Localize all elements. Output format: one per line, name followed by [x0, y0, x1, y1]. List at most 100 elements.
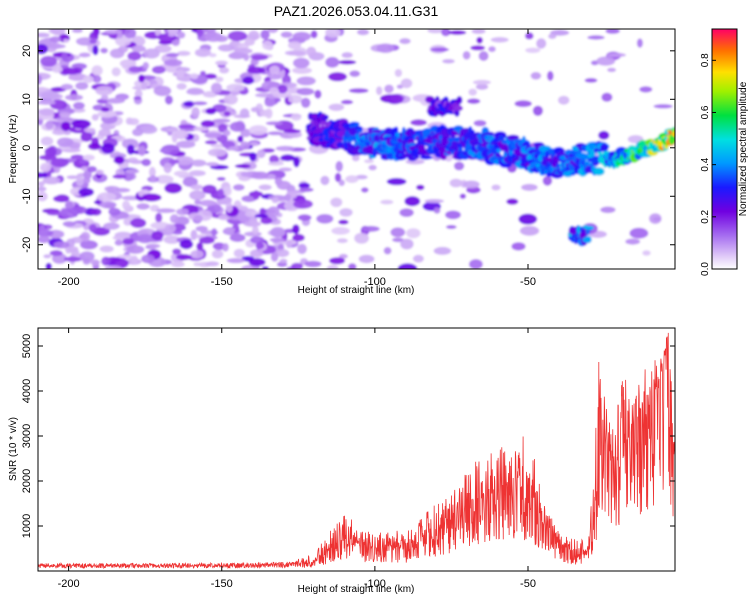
heatmap-speckle — [265, 108, 273, 119]
heatmap-speckle — [215, 35, 229, 43]
heatmap-ridge-blob — [447, 137, 455, 143]
heatmap-speckle — [139, 125, 158, 134]
heatmap-speckle — [42, 176, 61, 185]
heatmap-speckle — [252, 190, 260, 200]
heatmap-speckle — [92, 75, 102, 83]
heatmap-speckle — [226, 258, 246, 264]
heatmap-speckle — [100, 47, 108, 54]
heatmap-speckle — [40, 162, 52, 173]
heatmap-speckle — [459, 193, 466, 199]
heatmap-speckle — [223, 227, 236, 233]
heatmap-speckle — [269, 154, 279, 164]
heatmap-speckle — [38, 172, 48, 179]
heatmap-speckle — [176, 254, 192, 261]
heatmap-speckle — [336, 238, 348, 244]
heatmap-speckle — [525, 47, 541, 53]
heatmap-speckle — [114, 187, 131, 193]
heatmap-speckle — [103, 222, 120, 230]
heatmap-speckle — [606, 52, 626, 58]
heatmap-speckle — [93, 200, 102, 205]
heatmap-speckle — [75, 81, 89, 90]
heatmap-speckle — [176, 69, 185, 78]
heatmap-speckle — [44, 147, 57, 158]
heatmap-speckle — [297, 214, 312, 221]
heatmap-speckle — [171, 261, 185, 268]
heatmap-speckle — [314, 89, 322, 99]
heatmap-speckle — [558, 95, 570, 105]
heatmap-speckle — [79, 240, 98, 250]
heatmap-speckle — [269, 237, 286, 243]
heatmap-speckle — [584, 78, 598, 83]
heatmap-speckle — [53, 195, 70, 203]
heatmap-speckle — [274, 97, 281, 103]
heatmap-speckle — [249, 152, 257, 162]
heatmap-speckle — [131, 45, 146, 53]
heatmap-speckle — [229, 233, 246, 242]
heatmap-speckle — [80, 131, 93, 142]
heatmap-ridge-blob — [356, 128, 363, 133]
colorbar-gradient — [711, 28, 738, 270]
heatmap-speckle — [49, 99, 68, 110]
heatmap-speckle — [358, 254, 375, 264]
heatmap-speckle — [210, 82, 223, 94]
heatmap-speckle — [80, 231, 91, 242]
heatmap-speckle — [249, 217, 258, 225]
heatmap-speckle — [116, 254, 134, 259]
heatmap-speckle — [521, 183, 538, 191]
heatmap-speckle — [111, 67, 121, 77]
heatmap-speckle — [265, 121, 283, 126]
heatmap-speckle — [194, 215, 203, 223]
heatmap-speckle — [335, 160, 344, 172]
heatmap-speckle — [384, 84, 394, 94]
heatmap-speckle — [176, 31, 186, 39]
snr-x-label: Height of straight line (km) — [298, 584, 415, 595]
heatmap-speckle — [239, 108, 250, 119]
heatmap-speckle — [63, 256, 81, 262]
heatmap-speckle — [399, 208, 414, 218]
snr-y-tick-label: 3000 — [21, 424, 33, 448]
heatmap-speckle — [130, 218, 147, 228]
heatmap-speckle — [222, 243, 229, 252]
heatmap-speckle — [280, 154, 296, 162]
heatmap-speckle — [467, 98, 481, 104]
heatmap-speckle — [296, 87, 315, 96]
heatmap-speckle — [284, 194, 291, 202]
heatmap-speckle — [427, 29, 444, 34]
heatmap-speckle — [219, 67, 230, 74]
heatmap-speckle — [126, 144, 135, 155]
heatmap-speckle — [190, 229, 198, 241]
heatmap-speckle — [190, 184, 204, 191]
heatmap-speckle — [151, 230, 164, 241]
heatmap-speckle — [205, 261, 220, 267]
heatmap-speckle — [112, 235, 127, 240]
spectrogram-y-tick-label: -10 — [21, 188, 33, 204]
heatmap-speckle — [269, 87, 279, 95]
heatmap-speckle — [43, 254, 52, 259]
heatmap-speckle — [380, 199, 394, 205]
heatmap-speckle — [275, 145, 295, 152]
heatmap-speckle — [190, 159, 207, 167]
heatmap-speckle — [90, 259, 100, 266]
heatmap-speckle — [208, 53, 217, 58]
heatmap-speckle — [143, 48, 160, 59]
heatmap-speckle — [376, 43, 395, 53]
heatmap-speckle — [172, 248, 182, 255]
heatmap-speckle — [205, 107, 217, 115]
heatmap-speckle — [168, 32, 176, 37]
heatmap-speckle — [261, 266, 269, 269]
heatmap-speckle — [338, 179, 345, 187]
heatmap-speckle — [299, 187, 314, 193]
heatmap-speckle — [285, 240, 293, 249]
heatmap-speckle — [141, 254, 155, 264]
heatmap-speckle — [449, 178, 463, 188]
heatmap-speckle — [76, 176, 84, 187]
heatmap-speckle — [249, 141, 259, 147]
heatmap-speckle — [649, 213, 662, 225]
heatmap-speckle — [290, 262, 304, 269]
heatmap-speckle — [240, 128, 252, 138]
heatmap-speckle — [424, 199, 444, 204]
heatmap-speckle — [259, 207, 266, 216]
heatmap-speckle — [127, 51, 142, 61]
heatmap-speckle — [129, 159, 145, 165]
heatmap-speckle — [386, 177, 407, 186]
